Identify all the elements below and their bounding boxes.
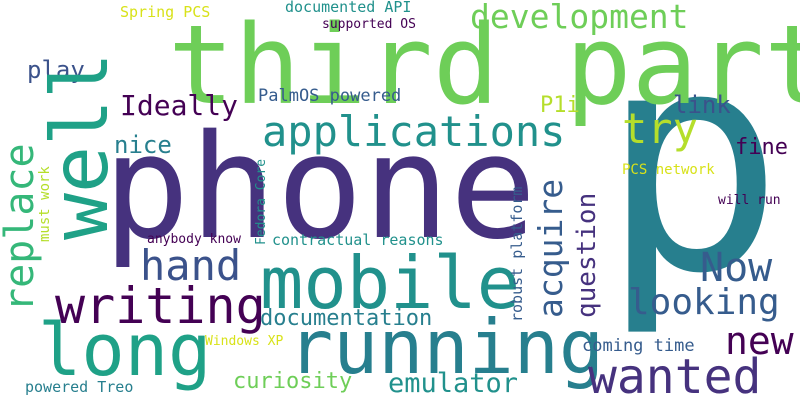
word-looking: looking xyxy=(628,282,780,323)
word-pcs-network: PCS network xyxy=(622,162,715,178)
word-curiosity: curiosity xyxy=(233,369,353,394)
word-emulator: emulator xyxy=(388,368,519,399)
word-third-party: third party xyxy=(168,1,800,129)
word-nice: nice xyxy=(114,131,172,159)
word-well: well xyxy=(36,52,126,240)
word-documentation: documentation xyxy=(260,306,433,331)
word-documented-api: documented API xyxy=(285,0,412,16)
word-contractual-reasons: contractual reasons xyxy=(272,231,444,249)
word-must-work: must work xyxy=(37,166,53,242)
word-acquire: acquire xyxy=(531,178,570,318)
word-writing: writing xyxy=(55,277,266,335)
word-development: development xyxy=(470,0,689,36)
word-coming-time: coming time xyxy=(582,336,695,356)
word-powered-treo: powered Treo xyxy=(25,378,134,396)
word-applications: applications xyxy=(262,107,566,156)
word-long: long xyxy=(38,308,212,392)
word-hand: hand xyxy=(140,241,242,290)
word-supported-os: supported OS xyxy=(322,17,416,32)
word-palmos-powered: PalmOS powered xyxy=(258,86,402,106)
word-robust-platform: robust platform xyxy=(508,186,526,322)
word-anybody-know: anybody know xyxy=(147,232,241,247)
word-ideally: Ideally xyxy=(120,89,239,122)
word-running: running xyxy=(288,303,605,391)
word-p: p xyxy=(600,0,785,341)
word-new: new xyxy=(725,319,794,363)
word-p1i: P1i xyxy=(540,93,580,118)
word-wanted: wanted xyxy=(588,349,762,400)
word-mobile: mobile xyxy=(260,241,521,325)
word-play: play xyxy=(27,56,85,84)
word-question: question xyxy=(572,192,602,318)
word-replace: replace xyxy=(0,143,43,312)
word-spring-pcs: Spring PCS xyxy=(120,3,211,21)
word-link: link xyxy=(673,91,731,119)
word-windows-xp: Windows XP xyxy=(205,334,284,349)
word-phone: phone xyxy=(103,103,537,271)
word-fine: fine xyxy=(735,135,788,160)
word-fedora-core: Fedora Core xyxy=(254,158,269,245)
word-try: try xyxy=(622,104,698,153)
word-now: Now xyxy=(700,245,773,291)
word-will-run: will run xyxy=(718,193,781,208)
